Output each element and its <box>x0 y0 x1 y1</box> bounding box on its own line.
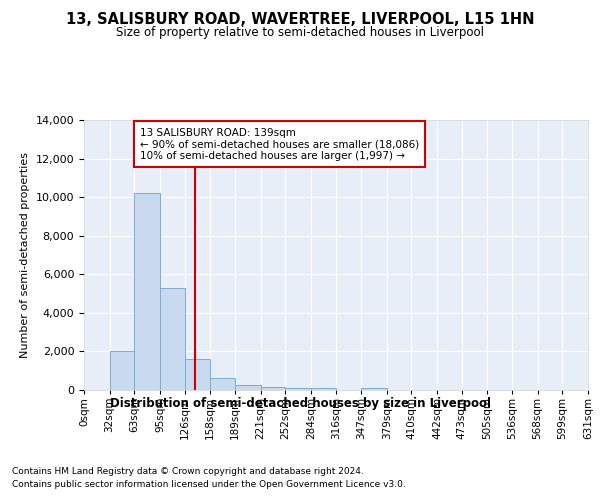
Text: Size of property relative to semi-detached houses in Liverpool: Size of property relative to semi-detach… <box>116 26 484 39</box>
Bar <box>260 386 285 390</box>
Bar <box>361 388 387 390</box>
Bar <box>185 359 210 390</box>
Bar <box>235 384 260 390</box>
Text: Distribution of semi-detached houses by size in Liverpool: Distribution of semi-detached houses by … <box>110 398 491 410</box>
Text: 13, SALISBURY ROAD, WAVERTREE, LIVERPOOL, L15 1HN: 13, SALISBURY ROAD, WAVERTREE, LIVERPOOL… <box>66 12 534 28</box>
Bar <box>311 388 337 390</box>
Text: Contains HM Land Registry data © Crown copyright and database right 2024.: Contains HM Land Registry data © Crown c… <box>12 468 364 476</box>
Y-axis label: Number of semi-detached properties: Number of semi-detached properties <box>20 152 30 358</box>
Bar <box>160 288 185 390</box>
Bar <box>210 378 235 390</box>
Text: 13 SALISBURY ROAD: 139sqm
← 90% of semi-detached houses are smaller (18,086)
10%: 13 SALISBURY ROAD: 139sqm ← 90% of semi-… <box>140 128 419 161</box>
Bar <box>110 352 134 390</box>
Bar <box>134 194 160 390</box>
Bar <box>285 388 311 390</box>
Text: Contains public sector information licensed under the Open Government Licence v3: Contains public sector information licen… <box>12 480 406 489</box>
